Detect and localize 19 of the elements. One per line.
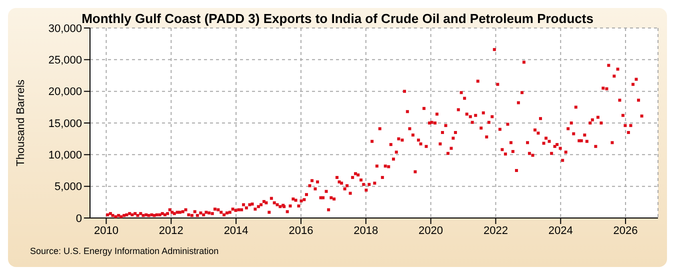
y-tick-label: 5,000 xyxy=(54,181,82,194)
y-tick-label: 10,000 xyxy=(48,150,82,162)
source-note: Source: U.S. Energy Information Administration xyxy=(30,246,219,256)
y-tick-label: 0 xyxy=(76,212,82,225)
y-tick-label: 15,000 xyxy=(48,118,82,130)
x-tick-label: 2012 xyxy=(158,224,184,237)
x-tick-label: 2010 xyxy=(94,224,118,237)
x-tick-label: 2024 xyxy=(548,224,573,237)
x-tick-label: 2014 xyxy=(224,224,248,237)
y-tick-label: 30,000 xyxy=(48,22,82,35)
y-tick-label: 20,000 xyxy=(48,86,82,98)
x-tick-label: 2016 xyxy=(288,224,314,237)
x-tick-label: 2022 xyxy=(483,224,508,237)
y-tick-label: 25,000 xyxy=(48,54,82,67)
x-tick-label: 2018 xyxy=(354,224,378,237)
chart-title: Monthly Gulf Coast (PADD 3) Exports to India of Crude Oil and Petroleum Products xyxy=(82,11,594,26)
y-axis-title: Thousand Barrels xyxy=(14,79,27,166)
x-tick-label: 2026 xyxy=(613,224,638,237)
x-tick-label: 2020 xyxy=(418,224,444,237)
